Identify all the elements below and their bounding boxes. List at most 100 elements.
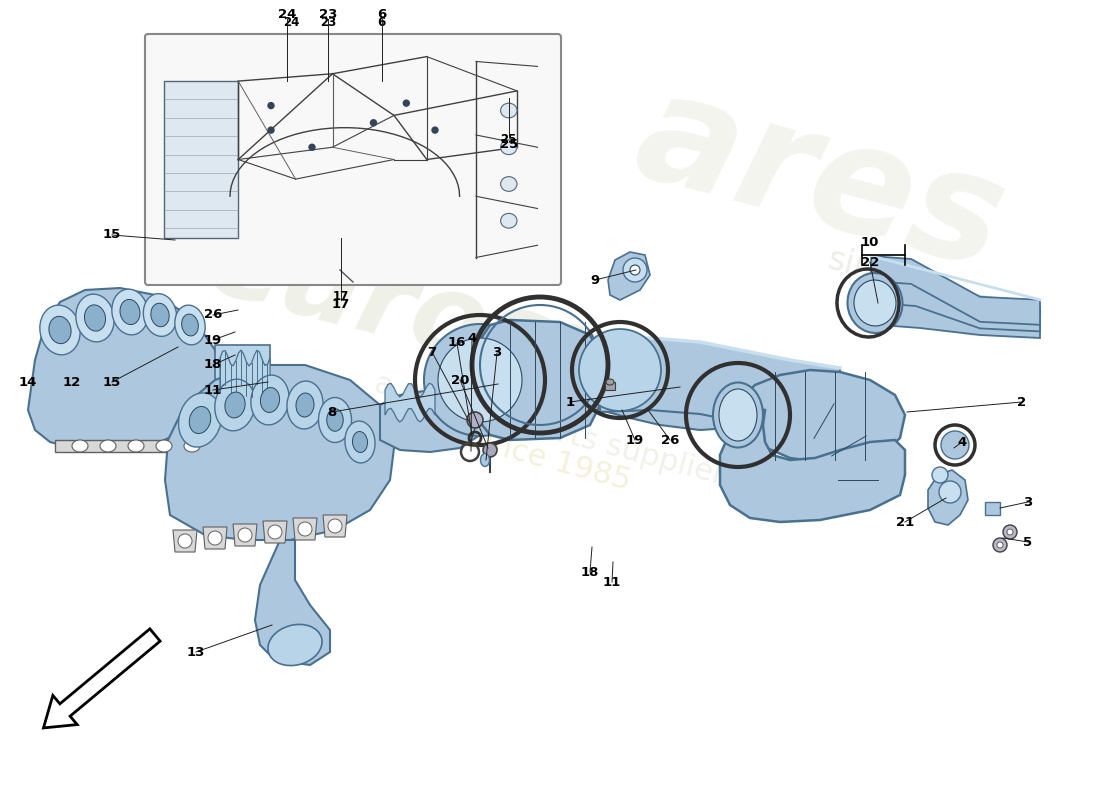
Circle shape: [268, 127, 274, 133]
Circle shape: [438, 338, 522, 422]
Circle shape: [579, 329, 661, 411]
Polygon shape: [263, 521, 287, 543]
Polygon shape: [480, 320, 600, 440]
Text: 4: 4: [957, 435, 967, 449]
Ellipse shape: [854, 280, 896, 326]
Polygon shape: [600, 338, 840, 438]
Ellipse shape: [481, 454, 490, 466]
Polygon shape: [233, 524, 257, 546]
Polygon shape: [871, 256, 1040, 325]
Text: 18: 18: [204, 358, 222, 371]
Ellipse shape: [208, 531, 222, 545]
Polygon shape: [204, 527, 227, 549]
Text: 6: 6: [377, 9, 386, 22]
Circle shape: [993, 538, 1007, 552]
Ellipse shape: [184, 440, 200, 452]
Text: 11: 11: [603, 575, 622, 589]
Ellipse shape: [500, 140, 517, 154]
Ellipse shape: [268, 525, 282, 539]
Text: ares: ares: [620, 60, 1020, 300]
Text: 9: 9: [591, 274, 600, 286]
Text: 2: 2: [1018, 395, 1026, 409]
Circle shape: [268, 102, 274, 109]
Ellipse shape: [500, 214, 517, 228]
Text: 26: 26: [204, 309, 222, 322]
Ellipse shape: [178, 393, 221, 447]
Polygon shape: [55, 440, 210, 452]
Polygon shape: [28, 288, 220, 450]
Ellipse shape: [72, 440, 88, 452]
Ellipse shape: [847, 273, 902, 333]
Circle shape: [1003, 525, 1018, 539]
Circle shape: [432, 127, 438, 133]
Text: 22: 22: [861, 255, 879, 269]
Circle shape: [932, 467, 948, 483]
Ellipse shape: [143, 294, 177, 336]
Ellipse shape: [238, 528, 252, 542]
Text: 15: 15: [103, 229, 121, 242]
Ellipse shape: [85, 305, 106, 331]
Text: eurospares: eurospares: [197, 207, 903, 493]
Text: 18: 18: [581, 566, 600, 578]
Ellipse shape: [287, 381, 323, 429]
Ellipse shape: [224, 392, 245, 418]
Text: 3: 3: [493, 346, 502, 359]
Polygon shape: [385, 383, 435, 422]
Polygon shape: [984, 502, 1000, 515]
Text: 4: 4: [468, 331, 476, 345]
Circle shape: [630, 265, 640, 275]
Text: 19: 19: [626, 434, 645, 446]
Ellipse shape: [120, 299, 140, 325]
Text: 13: 13: [187, 646, 206, 658]
Ellipse shape: [175, 305, 206, 345]
Ellipse shape: [352, 431, 367, 453]
Polygon shape: [164, 81, 239, 238]
Ellipse shape: [268, 625, 322, 666]
Polygon shape: [220, 350, 270, 400]
Text: 23: 23: [320, 16, 337, 29]
Polygon shape: [608, 252, 650, 300]
Ellipse shape: [328, 519, 342, 533]
Text: a reliable parts supplier: a reliable parts supplier: [372, 369, 728, 491]
Text: 17: 17: [332, 290, 349, 303]
Circle shape: [939, 481, 961, 503]
Ellipse shape: [719, 389, 757, 441]
Circle shape: [424, 324, 536, 436]
Bar: [605, 382, 615, 390]
Text: 17: 17: [331, 298, 350, 310]
Text: 1: 1: [565, 395, 574, 409]
Text: since 1985: since 1985: [465, 425, 635, 495]
Ellipse shape: [606, 379, 614, 385]
Ellipse shape: [76, 294, 114, 342]
Polygon shape: [165, 365, 395, 540]
Circle shape: [309, 144, 315, 150]
Polygon shape: [600, 340, 730, 430]
Text: 23: 23: [319, 9, 338, 22]
Polygon shape: [740, 370, 905, 462]
FancyBboxPatch shape: [145, 34, 561, 285]
Ellipse shape: [100, 440, 116, 452]
Circle shape: [371, 120, 376, 126]
Polygon shape: [720, 405, 905, 522]
Circle shape: [404, 100, 409, 106]
Circle shape: [997, 542, 1003, 548]
Ellipse shape: [182, 314, 198, 336]
Text: 24: 24: [278, 9, 297, 22]
Ellipse shape: [319, 398, 352, 442]
Ellipse shape: [128, 440, 144, 452]
Ellipse shape: [48, 316, 72, 344]
Ellipse shape: [345, 421, 375, 463]
Text: 1985: 1985: [847, 269, 993, 351]
Polygon shape: [173, 530, 197, 552]
Ellipse shape: [500, 103, 517, 118]
Text: 21: 21: [895, 515, 914, 529]
Ellipse shape: [251, 375, 289, 425]
Text: 16: 16: [448, 337, 466, 350]
Polygon shape: [876, 278, 1040, 331]
Text: 20: 20: [451, 374, 470, 386]
Circle shape: [623, 258, 647, 282]
Text: 11: 11: [204, 383, 222, 397]
Circle shape: [468, 412, 483, 428]
Ellipse shape: [151, 303, 169, 326]
Circle shape: [1006, 529, 1013, 535]
